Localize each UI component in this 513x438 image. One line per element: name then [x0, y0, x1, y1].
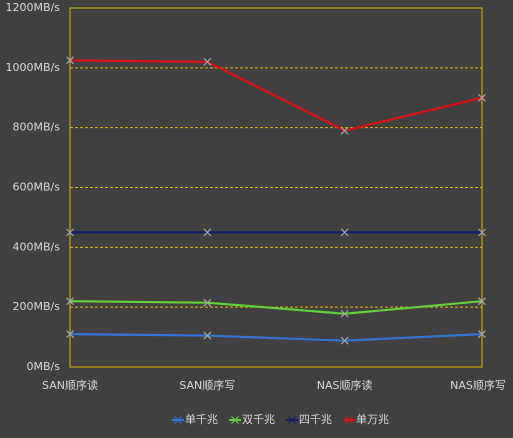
x-tick-label: SAN顺序写 [179, 378, 235, 392]
series-line [69, 300, 483, 315]
marker [340, 336, 349, 345]
y-tick-label: 600MB/s [13, 181, 61, 194]
marker [203, 228, 212, 237]
y-tick-label: 1000MB/s [6, 61, 61, 74]
legend-marker [345, 416, 353, 424]
series-line [69, 332, 483, 342]
y-tick-label: 800MB/s [13, 121, 61, 134]
marker [478, 297, 486, 306]
marker [478, 330, 486, 339]
legend-marker [288, 416, 296, 424]
marker [203, 331, 212, 340]
marker [478, 93, 486, 102]
marker [340, 309, 349, 318]
marker [66, 297, 74, 306]
x-tick-label: NAS顺序读 [317, 378, 373, 392]
series-line [69, 59, 483, 132]
marker [66, 330, 74, 339]
marker [203, 298, 212, 307]
marker [66, 56, 74, 65]
marker [340, 228, 349, 237]
x-tick-label: SAN顺序读 [42, 378, 98, 392]
legend-label: 四千兆 [299, 413, 332, 426]
legend-marker [174, 416, 182, 424]
plot-border [69, 7, 483, 368]
legend-label: 单千兆 [185, 413, 218, 426]
y-tick-label: 0MB/s [27, 360, 61, 373]
y-tick-label: 400MB/s [13, 240, 61, 253]
marker [66, 228, 74, 237]
y-tick-label: 1200MB/s [6, 1, 61, 14]
legend-label: 双千兆 [242, 413, 275, 426]
marker [340, 126, 349, 135]
x-tick-label: NAS顺序写 [450, 378, 506, 392]
y-tick-label: 200MB/s [13, 300, 61, 313]
legend-marker [231, 416, 239, 424]
legend-label: 单万兆 [356, 413, 389, 426]
marker [478, 228, 486, 237]
marker [203, 57, 212, 66]
